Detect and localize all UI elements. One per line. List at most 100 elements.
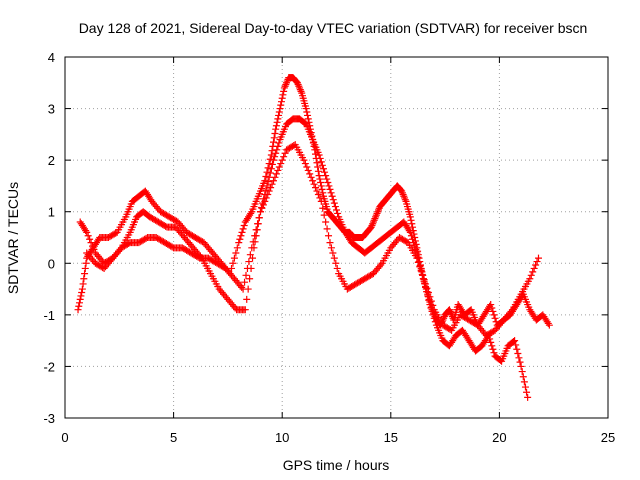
y-tick-label: 4 (48, 50, 55, 65)
data-point (82, 227, 90, 235)
data-point (431, 318, 439, 326)
data-point (374, 208, 382, 216)
data-point (86, 235, 94, 243)
data-point (238, 283, 246, 291)
data-point (369, 220, 377, 228)
data-point (327, 189, 335, 197)
data-point (446, 307, 454, 315)
data-point (295, 82, 303, 90)
grid-lines (65, 57, 608, 418)
data-point (406, 228, 414, 236)
data-point (526, 275, 534, 283)
data-point (248, 244, 256, 252)
series-track-a (74, 74, 553, 329)
data-point (87, 239, 95, 247)
data-point (333, 206, 340, 214)
data-point (489, 345, 497, 353)
data-point (233, 244, 241, 252)
data-point (264, 178, 272, 186)
data-point (328, 192, 336, 200)
y-tick-label: 1 (48, 205, 55, 220)
data-point (422, 280, 430, 288)
data-point (278, 94, 286, 102)
data-point (330, 254, 338, 262)
data-point (319, 204, 327, 212)
data-point (417, 267, 425, 275)
data-point (255, 214, 263, 222)
data-point (271, 129, 279, 137)
data-point (318, 185, 326, 193)
data-point (373, 209, 381, 217)
data-point (315, 172, 323, 180)
data-point (534, 254, 542, 262)
data-point (236, 235, 244, 243)
data-point (246, 251, 254, 259)
data-point (332, 259, 340, 267)
data-point (377, 261, 385, 269)
axis-ticks (64, 56, 609, 419)
data-point (519, 373, 527, 381)
data-point (266, 169, 274, 177)
data-point (277, 160, 285, 168)
data-point (239, 285, 247, 293)
data-point (84, 232, 92, 240)
data-point (401, 194, 409, 202)
data-point (488, 342, 496, 350)
x-tick-label: 25 (601, 430, 615, 445)
data-point (274, 142, 282, 150)
data-point (261, 177, 269, 185)
data-point (245, 258, 253, 266)
y-tick-label: -3 (43, 411, 55, 426)
data-point (268, 180, 276, 188)
data-point (326, 185, 334, 193)
data-point (278, 156, 286, 164)
data-point (262, 194, 270, 202)
data-point (283, 79, 291, 87)
data-point (312, 184, 320, 192)
data-point (271, 173, 279, 181)
data-point (370, 216, 378, 224)
data-point (427, 297, 435, 305)
data-point (545, 321, 553, 329)
data-point (78, 285, 86, 293)
data-point (516, 358, 524, 366)
data-point (274, 166, 282, 174)
data-point (532, 261, 540, 269)
data-point (272, 122, 280, 130)
data-point (304, 111, 312, 119)
data-point (314, 191, 322, 199)
data-point (266, 155, 274, 163)
chart-title: Day 128 of 2021, Sidereal Day-to-day VTE… (79, 20, 588, 36)
data-point (401, 196, 409, 204)
data-point (398, 187, 406, 195)
data-point (273, 146, 281, 154)
y-tick-label: -1 (43, 308, 55, 323)
data-point (240, 221, 248, 229)
data-point (276, 105, 284, 113)
data-point (544, 319, 552, 327)
y-tick-label: 0 (48, 256, 55, 271)
data-point (408, 220, 416, 228)
data-point (265, 187, 273, 195)
y-tick-labels: -3 -2 -1 0 1 2 3 4 (43, 50, 55, 426)
data-point (371, 215, 379, 223)
data-point (302, 105, 310, 113)
data-point (242, 271, 250, 279)
data-point (489, 307, 497, 315)
data-point (277, 101, 285, 109)
data-point (367, 223, 375, 231)
data-point (317, 178, 325, 186)
data-point (514, 350, 522, 358)
x-tick-label: 15 (384, 430, 398, 445)
data-point (309, 177, 317, 185)
data-point (524, 393, 532, 401)
data-point (420, 276, 428, 284)
data-point (280, 153, 288, 161)
data-point (89, 242, 97, 250)
data-point (322, 218, 330, 226)
data-point (297, 87, 305, 95)
data-point (416, 263, 424, 271)
data-point (280, 87, 288, 95)
data-point (440, 314, 448, 322)
data-point (329, 249, 337, 257)
